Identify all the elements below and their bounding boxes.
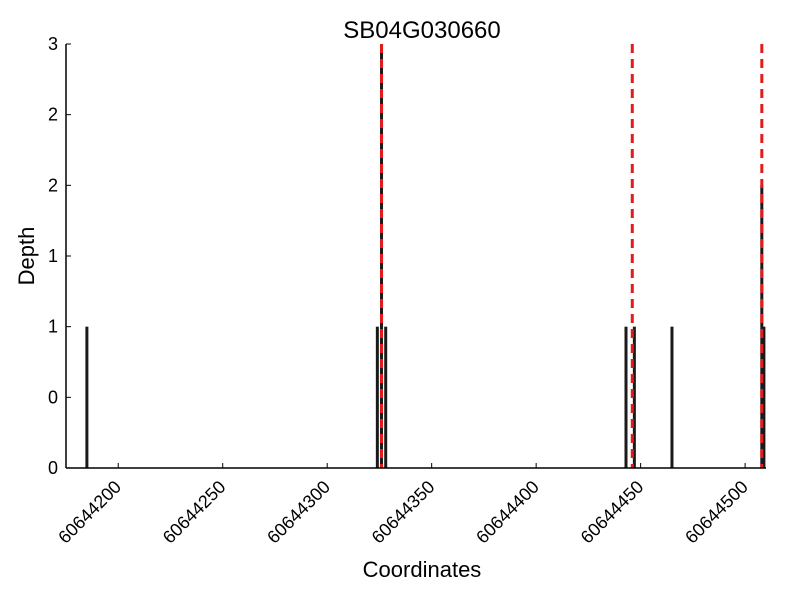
bar-1 [375,326,379,468]
y-tick-label-2: 1 [48,317,58,337]
y-ticks: 0 0 1 1 2 2 3 [48,34,71,478]
x-tick-label-4: 60644400 [472,477,543,548]
x-axis-label: Coordinates [363,557,482,582]
y-tick-label-5: 2 [48,105,58,125]
bar-4 [624,326,628,468]
x-tick-label-0: 60644200 [54,477,125,548]
markers-layer [380,44,764,468]
x-tick-label-2: 60644300 [263,477,334,548]
y-axis-label: Depth [14,227,39,286]
x-tick-label-1: 60644250 [159,477,230,548]
y-tick-label-1: 0 [48,387,58,407]
y-tick-label-0: 0 [48,458,58,478]
x-tick-label-5: 60644450 [577,477,648,548]
bar-7 [760,185,764,469]
x-tick-label-6: 60644500 [681,477,752,548]
bar-8 [762,326,766,468]
bar-5 [632,326,636,468]
bar-0 [85,326,89,468]
axes-layer [65,44,766,469]
x-ticks: 60644200 60644250 60644300 60644350 60644400… [54,463,752,547]
y-tick-label-4: 2 [48,175,58,195]
bar-6 [670,326,674,468]
chart-title: SB04G030660 [343,17,500,44]
bars-layer [85,44,766,469]
y-tick-label-3: 1 [48,246,58,266]
x-tick-label-3: 60644350 [368,477,439,548]
y-tick-label-6: 3 [48,34,58,54]
bar-3 [384,326,388,468]
